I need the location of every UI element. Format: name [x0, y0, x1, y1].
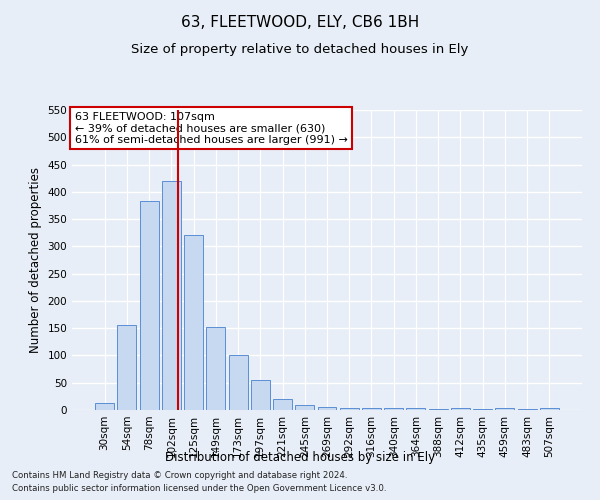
Bar: [206, 327, 225, 410]
Text: 63 FLEETWOOD: 107sqm
← 39% of detached houses are smaller (630)
61% of semi-deta: 63 FLEETWOOD: 107sqm ← 39% of detached h…: [74, 112, 347, 144]
Bar: [317, 408, 337, 410]
Bar: [384, 408, 403, 410]
Bar: [340, 408, 359, 410]
Text: 63, FLEETWOOD, ELY, CB6 1BH: 63, FLEETWOOD, ELY, CB6 1BH: [181, 15, 419, 30]
Bar: [95, 403, 114, 410]
Bar: [273, 399, 292, 410]
Text: Size of property relative to detached houses in Ely: Size of property relative to detached ho…: [131, 42, 469, 56]
Bar: [251, 380, 270, 410]
Bar: [295, 404, 314, 410]
Bar: [406, 408, 425, 410]
Bar: [540, 408, 559, 410]
Bar: [140, 201, 158, 410]
Text: Contains HM Land Registry data © Crown copyright and database right 2024.: Contains HM Land Registry data © Crown c…: [12, 470, 347, 480]
Y-axis label: Number of detached properties: Number of detached properties: [29, 167, 42, 353]
Bar: [229, 356, 248, 410]
Text: Contains public sector information licensed under the Open Government Licence v3: Contains public sector information licen…: [12, 484, 386, 493]
Text: Distribution of detached houses by size in Ely: Distribution of detached houses by size …: [165, 451, 435, 464]
Bar: [184, 236, 203, 410]
Bar: [118, 326, 136, 410]
Bar: [496, 408, 514, 410]
Bar: [362, 408, 381, 410]
Bar: [451, 408, 470, 410]
Bar: [162, 181, 181, 410]
